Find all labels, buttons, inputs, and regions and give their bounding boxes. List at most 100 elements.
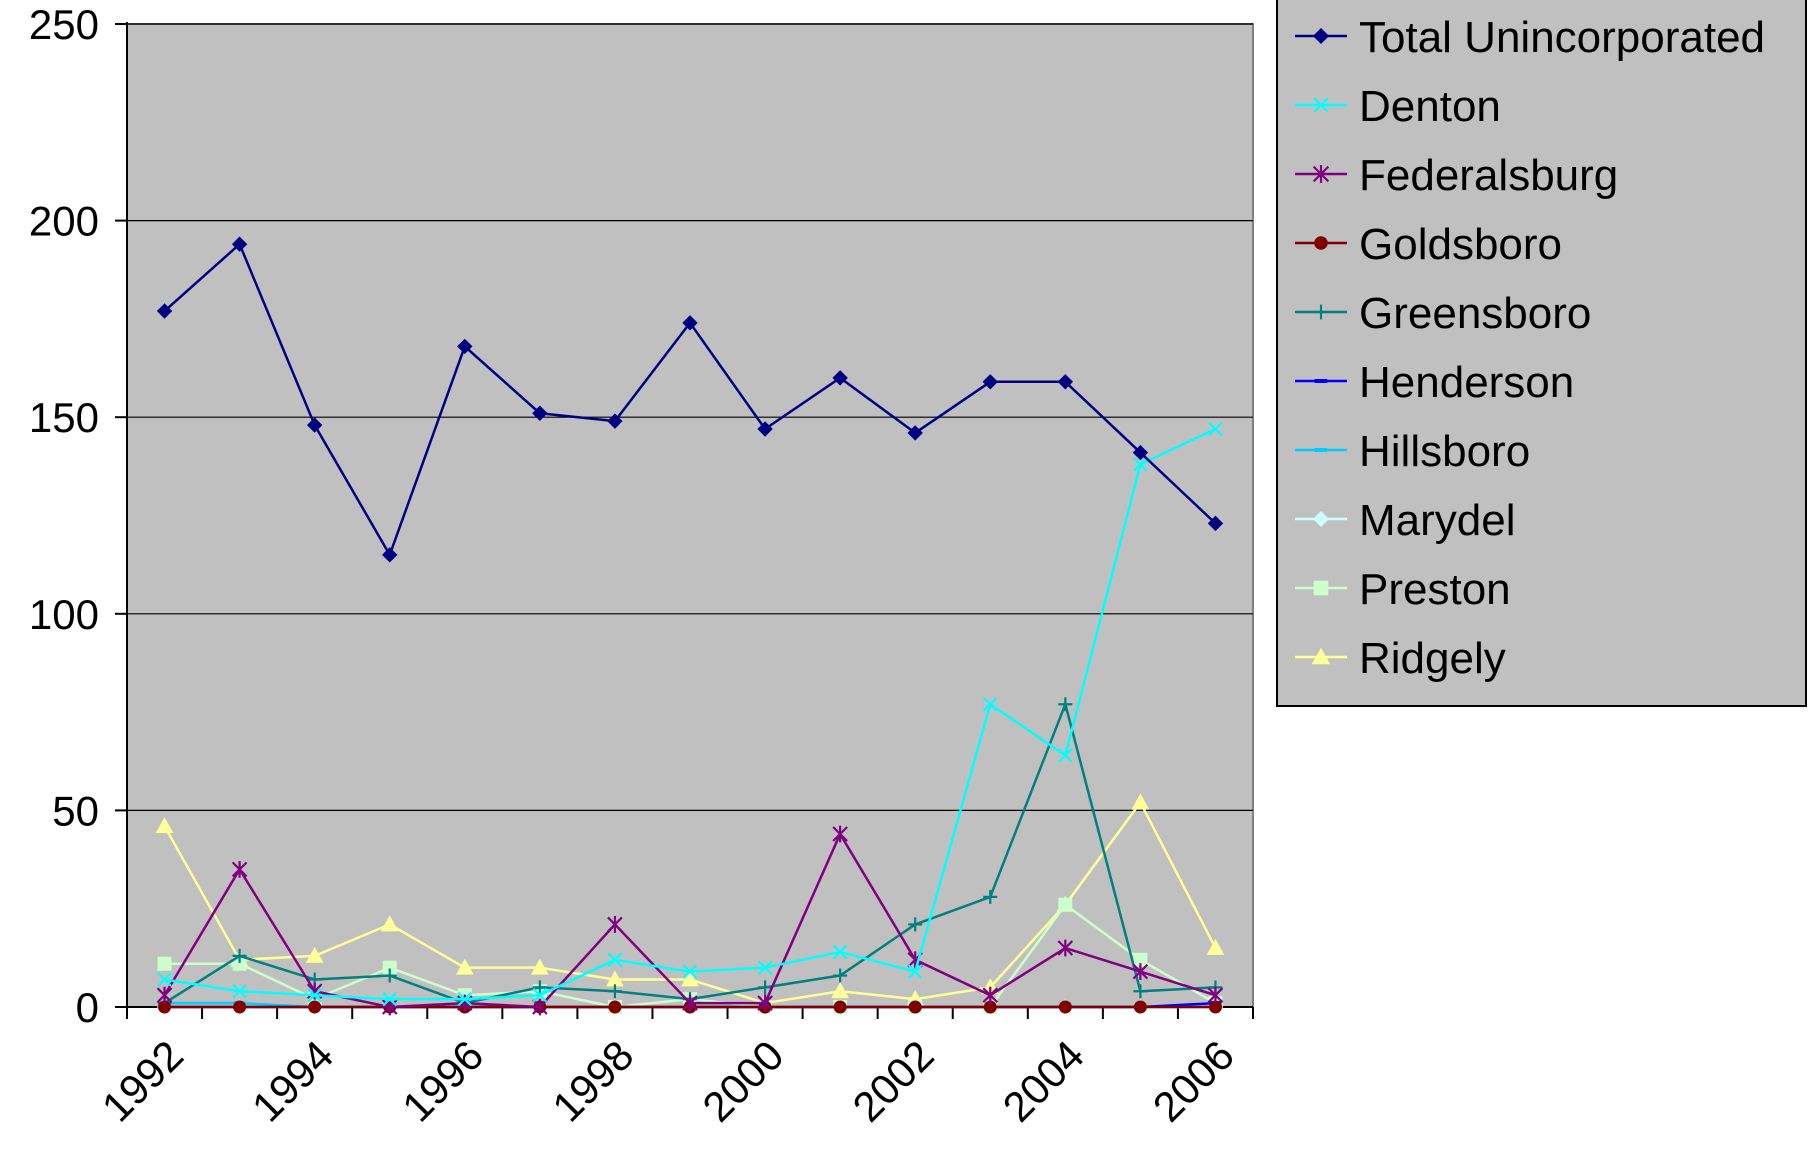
data-point-ridgely — [531, 958, 549, 975]
legend-label: Denton — [1359, 82, 1501, 131]
legend-label: Preston — [1359, 565, 1511, 614]
y-tick-label: 250 — [29, 1, 99, 48]
data-point-denton — [232, 983, 247, 999]
data-point-total-unincorporated — [1207, 515, 1224, 532]
data-point-denton — [1133, 457, 1148, 472]
legend-marker — [1313, 580, 1329, 596]
legend-marker — [1314, 448, 1328, 452]
x-tick-label: 2002 — [843, 1031, 942, 1130]
legend-item-hillsboro: Hillsboro — [1295, 427, 1530, 476]
data-point-federalsburg — [1057, 939, 1074, 957]
data-point-denton — [682, 964, 698, 979]
x-tick-label: 1994 — [243, 1031, 342, 1130]
data-point-greensboro — [908, 917, 923, 932]
gridlines — [127, 23, 1253, 812]
data-point-denton — [307, 987, 322, 1003]
series-total-unincorporated — [156, 236, 1224, 563]
y-tick-label: 50 — [52, 787, 99, 834]
legend-marker — [1311, 647, 1331, 665]
legend-label: Hillsboro — [1359, 427, 1530, 476]
legend-item-ridgely: Ridgely — [1295, 634, 1506, 683]
data-point-greensboro — [833, 968, 848, 983]
data-point-total-unincorporated — [1057, 374, 1074, 390]
legend-label: Henderson — [1359, 358, 1574, 407]
data-point-total-unincorporated — [757, 421, 773, 437]
x-tick-label: 1996 — [393, 1031, 492, 1130]
legend-label: Marydel — [1359, 496, 1516, 545]
legend-marker — [1312, 27, 1330, 45]
x-tick-label: 1998 — [543, 1031, 642, 1130]
data-point-denton — [832, 944, 848, 960]
data-point-total-unincorporated — [532, 405, 548, 421]
data-point-greensboro — [232, 948, 247, 963]
x-tick-label: 2000 — [693, 1031, 792, 1130]
x-axis-tick-labels: 1992 1994 1996 1998 2000 2002 2004 2006 — [93, 1031, 1243, 1130]
legend-label: Total Unincorporated — [1359, 13, 1765, 62]
legend-item-federalsburg: Federalsburg — [1295, 151, 1618, 200]
legend-label: Goldsboro — [1359, 220, 1562, 269]
data-point-denton — [757, 960, 773, 975]
legend-label: Federalsburg — [1359, 151, 1618, 200]
data-point-greensboro — [532, 980, 547, 995]
data-point-denton — [457, 991, 473, 1007]
data-point-ridgely — [1206, 938, 1225, 955]
data-point-total-unincorporated — [832, 370, 848, 386]
legend-item-goldsboro: Goldsboro — [1295, 220, 1562, 269]
legend-box — [1276, 0, 1807, 707]
data-point-federalsburg — [532, 998, 548, 1016]
data-point-federalsburg — [607, 916, 623, 933]
legend-marker — [1312, 165, 1330, 183]
x-tick-label: 1992 — [93, 1031, 192, 1130]
data-point-denton — [382, 991, 398, 1007]
data-point-denton — [532, 987, 548, 1003]
data-point-total-unincorporated — [306, 417, 323, 433]
data-point-goldsboro — [233, 1000, 247, 1014]
y-axis-tick-labels: 0 50 100 150 200 250 — [29, 1, 99, 1031]
data-point-total-unincorporated — [607, 413, 623, 429]
data-point-federalsburg — [156, 986, 173, 1004]
data-point-preston — [157, 956, 172, 971]
y-tick-label: 0 — [76, 984, 99, 1031]
legend-label: Ridgely — [1359, 634, 1506, 683]
data-point-denton — [157, 972, 172, 987]
data-point-ridgely — [380, 915, 399, 932]
y-tick-label: 150 — [29, 394, 99, 441]
data-point-greensboro — [382, 968, 397, 983]
y-tick-label: 200 — [29, 198, 99, 245]
data-point-total-unincorporated — [457, 338, 473, 355]
data-point-denton — [1208, 421, 1223, 437]
data-point-greensboro — [1133, 984, 1148, 999]
legend-marker — [1314, 379, 1328, 383]
data-point-total-unincorporated — [382, 547, 398, 563]
data-point-goldsboro — [833, 1000, 847, 1014]
legend-marker — [1312, 510, 1330, 528]
data-point-greensboro — [607, 984, 622, 999]
data-point-total-unincorporated — [907, 425, 923, 441]
data-point-greensboro — [758, 980, 773, 995]
data-point-greensboro — [1058, 697, 1073, 712]
data-point-denton — [1058, 748, 1073, 763]
data-point-goldsboro — [1133, 1000, 1147, 1014]
data-point-goldsboro — [308, 1000, 322, 1014]
data-point-federalsburg — [982, 986, 999, 1004]
data-point-federalsburg — [832, 825, 848, 843]
data-point-preston — [1058, 897, 1073, 912]
data-point-total-unincorporated — [156, 303, 173, 319]
data-point-federalsburg — [757, 994, 773, 1012]
legend-marker — [1313, 97, 1329, 113]
data-point-ridgely — [831, 982, 849, 999]
data-point-federalsburg — [682, 994, 698, 1012]
legend-item-preston: Preston — [1295, 565, 1511, 614]
legend-item-greensboro: Greensboro — [1295, 289, 1591, 338]
data-point-denton — [982, 696, 998, 712]
x-tick-label: 2006 — [1144, 1031, 1243, 1130]
data-point-goldsboro — [1058, 1000, 1072, 1014]
data-point-greensboro — [983, 889, 998, 904]
data-point-denton — [607, 952, 623, 968]
plot-area — [126, 23, 1254, 1008]
legend-item-denton: Denton — [1295, 82, 1501, 131]
data-point-goldsboro — [908, 1000, 922, 1014]
legend-item-marydel: Marydel — [1295, 496, 1516, 545]
legend-marker — [1313, 304, 1329, 320]
